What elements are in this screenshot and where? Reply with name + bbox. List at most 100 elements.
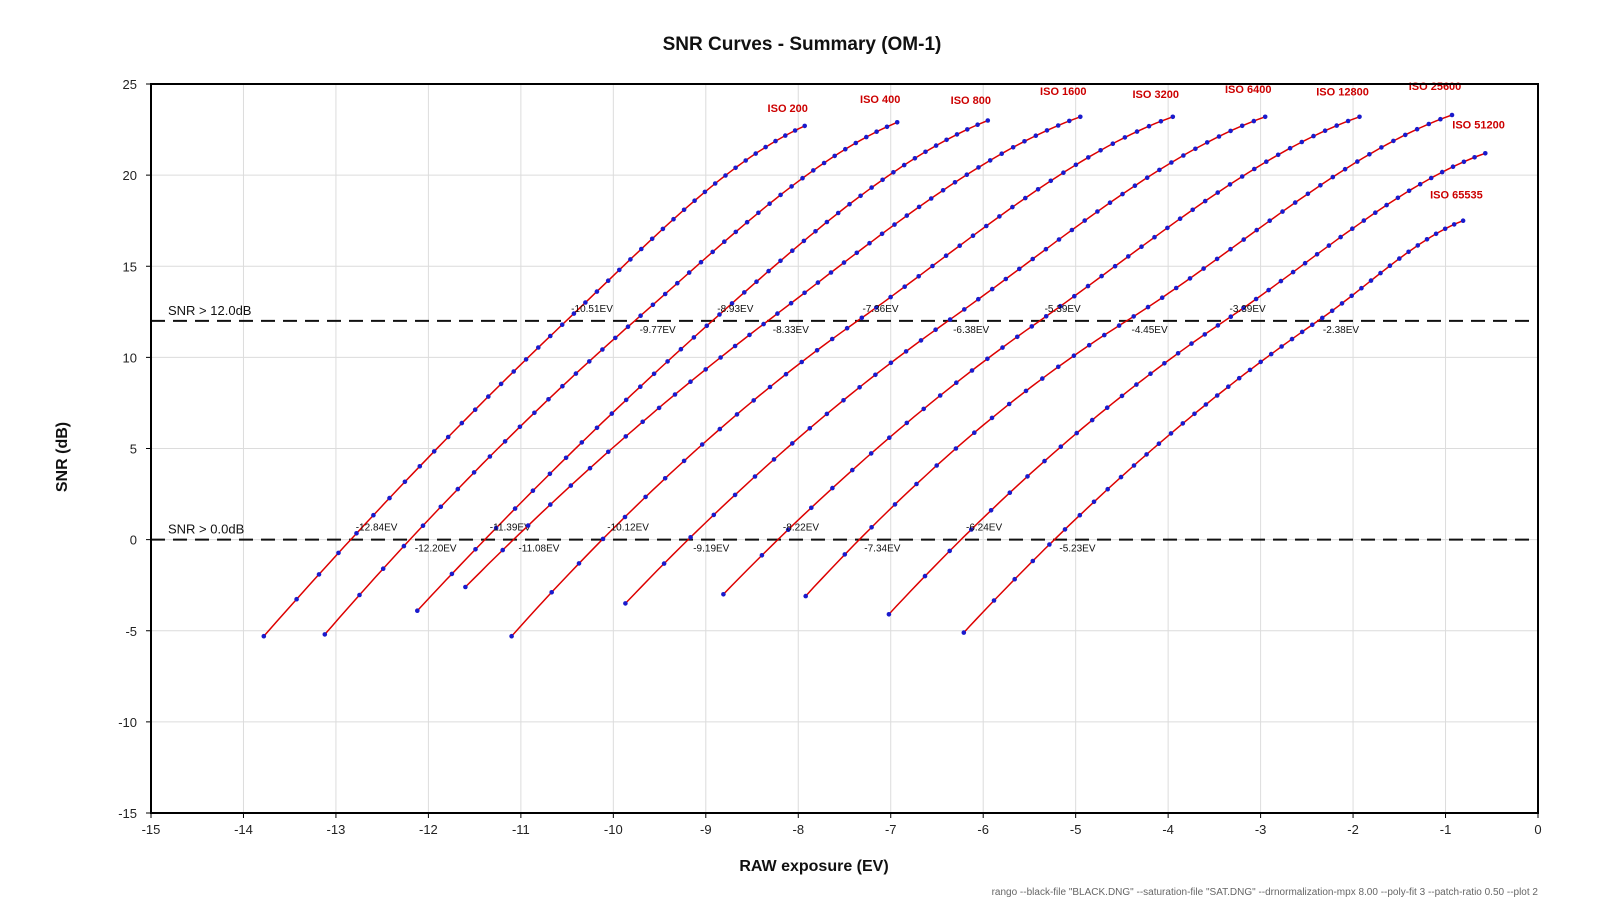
data-point	[869, 525, 874, 530]
data-point	[1338, 234, 1343, 240]
data-point	[546, 397, 551, 402]
x-tick-label: -12	[419, 822, 438, 837]
series-label: ISO 51200	[1452, 119, 1505, 131]
data-point	[850, 467, 855, 473]
data-point	[1280, 209, 1285, 214]
data-point	[1035, 187, 1041, 192]
data-point	[1227, 182, 1233, 187]
data-point	[1326, 243, 1332, 248]
data-point	[1102, 332, 1107, 338]
data-point	[573, 371, 579, 376]
data-point	[628, 257, 633, 262]
data-point	[888, 294, 893, 300]
data-point	[1055, 123, 1061, 128]
data-point	[954, 132, 960, 137]
data-point	[1131, 314, 1136, 319]
data-point	[681, 458, 687, 464]
data-point	[976, 165, 981, 170]
crossing-label-12db: -6.38EV	[953, 325, 989, 336]
data-point	[1214, 256, 1220, 262]
data-point	[316, 572, 322, 577]
data-point	[1099, 273, 1104, 279]
data-point	[886, 612, 892, 617]
data-point	[702, 189, 708, 195]
data-point	[1120, 191, 1125, 197]
data-point	[1000, 345, 1005, 350]
data-point	[815, 280, 821, 285]
data-point	[703, 367, 708, 372]
data-point	[1451, 222, 1457, 227]
data-point	[1043, 246, 1049, 252]
data-point	[675, 280, 680, 286]
data-point	[729, 301, 735, 306]
data-point	[1082, 218, 1087, 223]
data-point	[800, 175, 805, 181]
data-point	[1187, 276, 1193, 281]
data-point	[1073, 162, 1079, 168]
data-point	[1287, 145, 1293, 151]
data-point	[901, 162, 907, 168]
data-point	[918, 338, 924, 343]
data-point	[1368, 278, 1374, 283]
data-point	[1173, 285, 1179, 291]
data-point	[778, 258, 783, 264]
data-point	[472, 407, 478, 413]
data-point	[1122, 135, 1128, 140]
data-point	[970, 233, 976, 238]
data-point	[722, 239, 727, 244]
y-axis-title: SNR (dB)	[54, 422, 71, 492]
data-point	[987, 158, 993, 163]
crossing-label-0db: -5.23EV	[1059, 544, 1095, 555]
data-point	[371, 512, 376, 518]
data-point	[1023, 388, 1029, 394]
data-point	[802, 290, 807, 296]
data-point	[1428, 175, 1434, 181]
data-point	[579, 440, 585, 445]
data-point	[747, 332, 752, 338]
data-point	[962, 307, 967, 312]
data-point	[1241, 237, 1246, 242]
data-point	[1158, 119, 1164, 124]
data-point	[1203, 402, 1209, 407]
data-point	[1010, 204, 1015, 210]
grid-lines	[150, 83, 1539, 814]
data-point	[487, 454, 493, 459]
data-point	[699, 442, 705, 447]
data-point	[261, 633, 267, 639]
data-point	[717, 426, 723, 432]
x-tick-label: -10	[604, 822, 623, 837]
data-point	[912, 156, 918, 161]
data-point	[1438, 116, 1443, 122]
data-point	[1397, 256, 1402, 261]
crossing-label-0db: -11.08EV	[518, 544, 559, 555]
data-point	[1314, 252, 1320, 257]
data-point	[1165, 225, 1170, 231]
data-point	[914, 481, 919, 487]
data-point	[742, 290, 747, 295]
data-point	[625, 324, 631, 330]
data-point	[790, 248, 795, 253]
data-point	[463, 584, 468, 590]
data-point	[1292, 200, 1298, 205]
data-point	[783, 371, 789, 377]
data-point	[1193, 146, 1198, 152]
data-point	[1239, 123, 1245, 129]
data-point	[1339, 301, 1345, 306]
data-point	[1112, 263, 1118, 269]
y-tick-label: -10	[118, 715, 137, 730]
chart-title: SNR Curves - Summary (OM-1)	[663, 34, 942, 55]
series-label: ISO 1600	[1040, 86, 1086, 98]
data-point	[892, 502, 898, 507]
data-point	[1104, 405, 1110, 411]
data-point	[420, 523, 426, 528]
data-point	[498, 381, 504, 387]
data-point	[930, 263, 935, 269]
data-point	[891, 170, 896, 175]
data-point	[643, 494, 648, 500]
data-point	[957, 243, 962, 248]
data-point	[997, 214, 1002, 219]
crossing-label-12db: -4.45EV	[1132, 325, 1168, 336]
y-tick-label: 5	[130, 442, 137, 457]
data-point	[759, 553, 765, 558]
data-point	[1305, 191, 1311, 197]
